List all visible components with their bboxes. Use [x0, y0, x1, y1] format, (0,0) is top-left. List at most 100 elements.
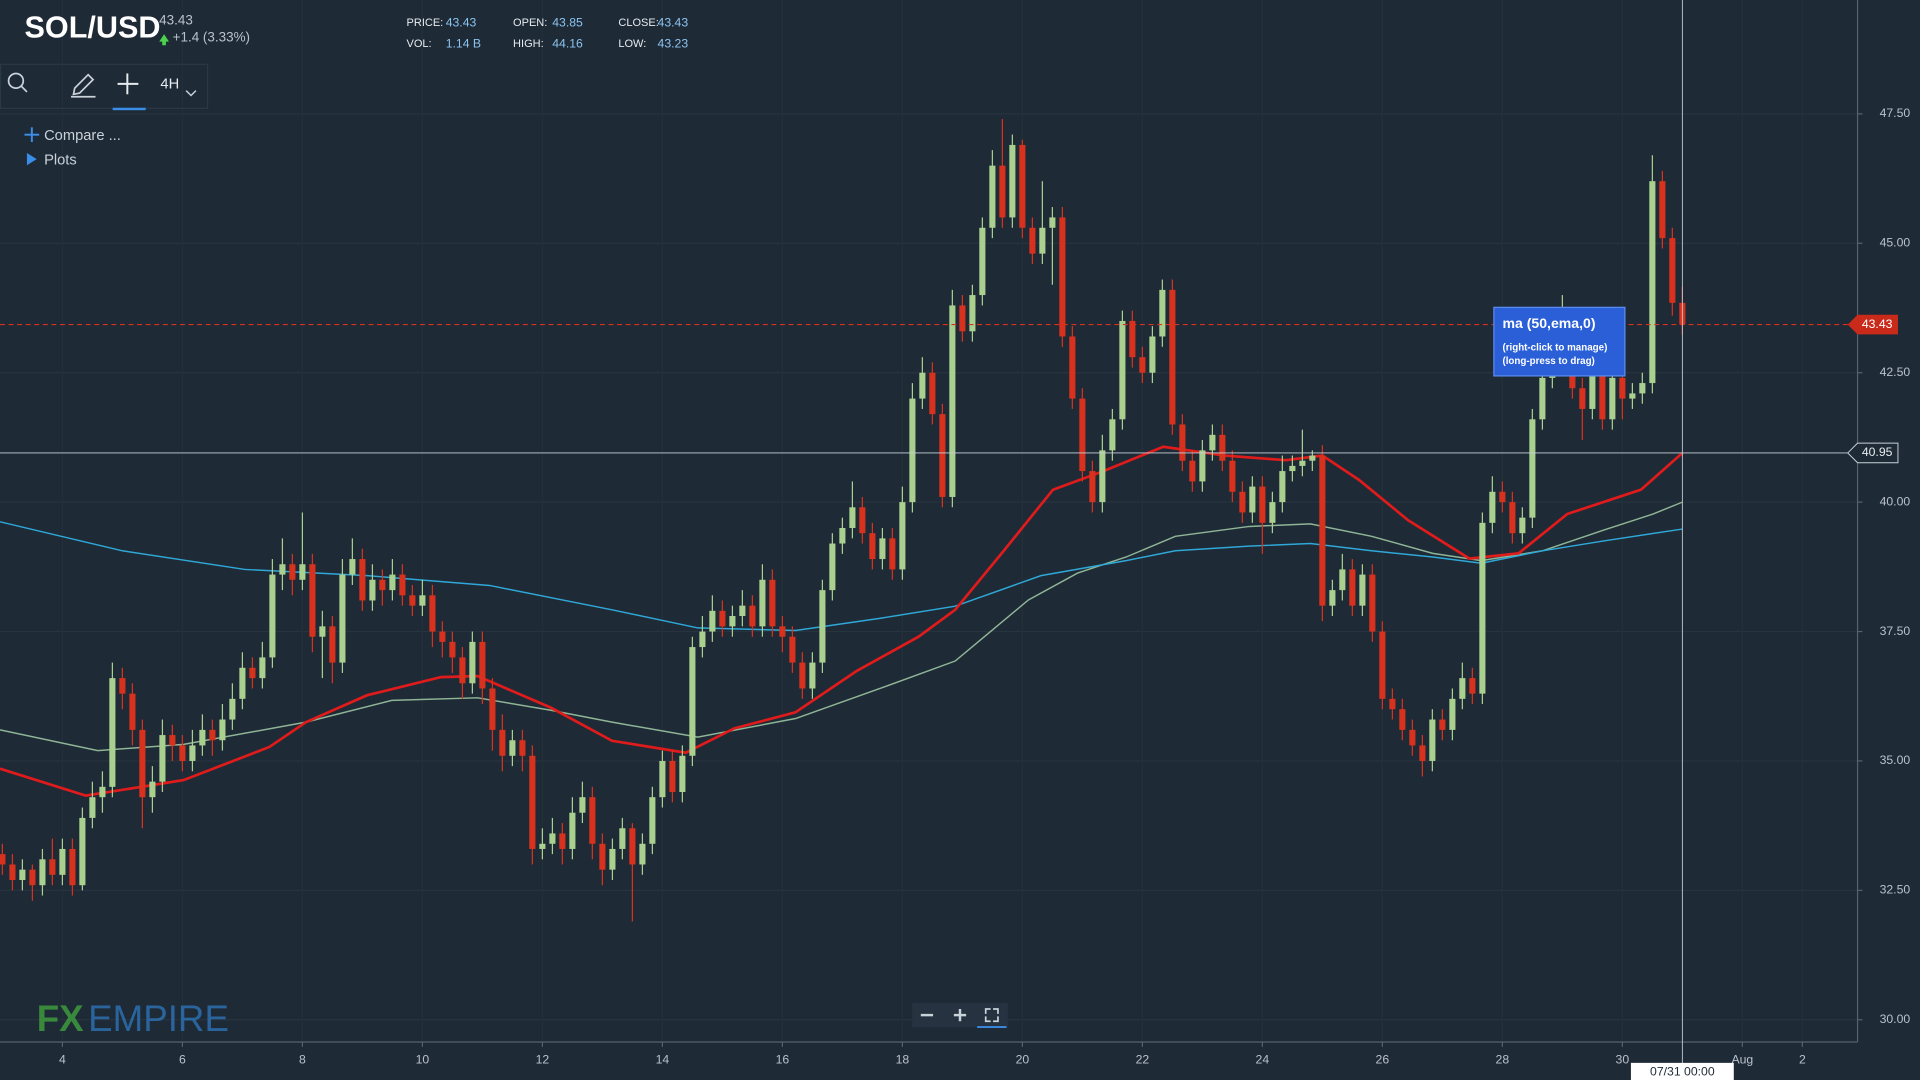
x-tick-label: 26	[1376, 1053, 1390, 1067]
candle-body	[319, 626, 326, 637]
candle-body	[499, 729, 506, 756]
candle-body	[1329, 590, 1336, 606]
candle-body	[779, 626, 786, 637]
symbol: SOL/USD	[24, 10, 160, 44]
last-price-label: 43.43	[1862, 317, 1893, 331]
candle-body	[539, 843, 546, 849]
candle-body	[689, 647, 696, 756]
tooltip-line: (long-press to drag)	[1502, 356, 1594, 367]
candle-body	[1649, 181, 1656, 384]
candle-body	[49, 859, 56, 875]
crosshair-x-tag	[1630, 1062, 1734, 1080]
x-tick-label: 12	[536, 1053, 550, 1067]
candle-body	[1309, 455, 1316, 461]
x-tick-label: 18	[896, 1053, 910, 1067]
candle-body	[169, 735, 176, 746]
candle-body	[9, 864, 16, 881]
candle-body	[969, 295, 976, 332]
search-icon[interactable]	[7, 72, 28, 93]
candle-body	[839, 528, 846, 544]
candle-body	[149, 781, 156, 798]
candle-body	[1659, 181, 1666, 239]
candle-body	[1509, 502, 1516, 534]
candle-body	[399, 574, 406, 596]
x-tick-label: 30	[1616, 1053, 1630, 1067]
y-tick-label: 40.00	[1880, 494, 1911, 508]
candle-body	[29, 869, 36, 886]
candle-body	[1199, 450, 1206, 482]
candle-body	[669, 760, 676, 793]
toolbar-frame	[0, 63, 209, 109]
candle-body	[1419, 745, 1426, 761]
y-tick-label: 37.50	[1880, 624, 1911, 638]
candle-body	[749, 605, 756, 627]
candle-body	[1009, 144, 1016, 218]
x-tick-label: 6	[179, 1053, 186, 1067]
candle-body	[1059, 217, 1066, 337]
zoom-in[interactable]	[953, 1008, 967, 1022]
moving-average-line	[0, 445, 1684, 798]
candle-body	[1369, 574, 1376, 632]
candle-body	[789, 636, 796, 663]
tooltip-line: (right-click to manage)	[1502, 342, 1607, 353]
candle-body	[1469, 678, 1476, 694]
x-tick-label: 8	[299, 1053, 306, 1067]
stat-label: OPEN:	[513, 17, 547, 29]
tooltip-title: ma (50,ema,0)	[1502, 315, 1595, 331]
stat-label: LOW:	[618, 38, 646, 50]
candle-body	[869, 533, 876, 560]
candle-body	[909, 398, 916, 503]
candle-body	[929, 372, 936, 415]
candle-body	[259, 657, 266, 679]
interval[interactable]: 4H	[160, 76, 179, 92]
candle-body	[1219, 434, 1226, 461]
candle-body	[1279, 471, 1286, 503]
x-tick-label: 22	[1136, 1053, 1150, 1067]
candle-body	[1519, 517, 1526, 534]
tooltip-box	[1493, 306, 1626, 377]
interval-chevron[interactable]	[185, 90, 197, 97]
candle-body	[1439, 719, 1446, 730]
crosshair-icon[interactable]	[117, 73, 139, 95]
candle-body	[129, 693, 136, 730]
crosshair-y-tag	[1847, 442, 1899, 464]
candle-body	[889, 538, 896, 570]
stat-label: VOL:	[407, 38, 432, 50]
candle-body	[1079, 398, 1086, 472]
candle-body	[809, 662, 816, 689]
candle-body	[1529, 419, 1536, 518]
change: +1.4 (3.33%)	[173, 30, 250, 45]
candle-body	[159, 735, 166, 782]
candle-body	[1089, 471, 1096, 503]
candle-body	[719, 610, 726, 627]
candle-body	[179, 745, 186, 761]
compare-link[interactable]: Compare ...	[44, 128, 121, 144]
stat-value: 43.23	[658, 36, 689, 50]
y-tick-label: 42.50	[1880, 365, 1911, 379]
candle-body	[309, 564, 316, 637]
x-tick-label: 16	[776, 1053, 790, 1067]
candle-body	[1149, 336, 1156, 373]
candle-body	[1029, 227, 1036, 254]
candle-body	[1499, 491, 1506, 503]
candle-body	[1339, 569, 1346, 591]
candle-body	[1049, 217, 1056, 228]
fullscreen[interactable]	[984, 1008, 999, 1023]
x-tick-label: 24	[1256, 1053, 1270, 1067]
candle-body	[1629, 393, 1636, 399]
candle-body	[819, 590, 826, 663]
candle-body	[1489, 491, 1496, 523]
candle-body	[519, 740, 526, 756]
price: 43.43	[159, 12, 193, 27]
draw-icon[interactable]	[71, 73, 96, 98]
candle-body	[769, 579, 776, 627]
candle-body	[1459, 678, 1466, 699]
candle-body	[1289, 465, 1296, 472]
candle-body	[89, 797, 96, 818]
active-tool-underline	[112, 107, 146, 111]
plots-link[interactable]: Plots	[44, 152, 77, 168]
candle-body	[1609, 377, 1616, 420]
